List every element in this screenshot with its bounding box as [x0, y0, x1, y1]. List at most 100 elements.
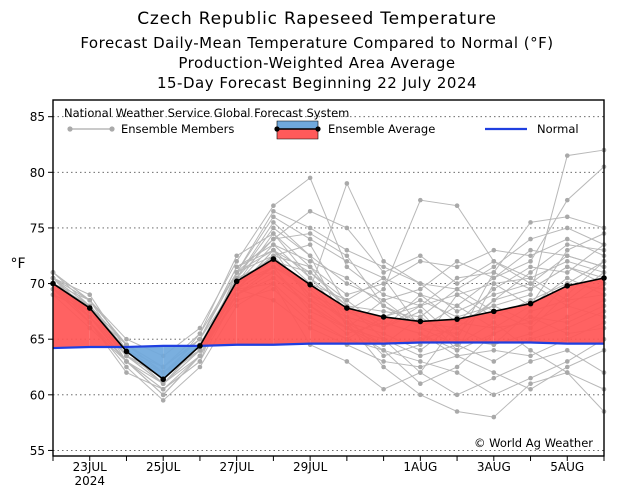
y-tick-label-85: 85 [30, 110, 45, 124]
member-point-22-11 [454, 303, 460, 309]
member-point-19-12 [491, 286, 497, 292]
member-point-26-6 [271, 236, 276, 242]
member-point-21-12 [491, 348, 497, 353]
x-tick-label-5AUG: 5AUG [550, 460, 584, 474]
member-point-30-11 [454, 292, 460, 297]
member-point-13-6 [271, 242, 276, 247]
member-point-12-11 [454, 309, 460, 314]
member-point-7-8 [344, 259, 350, 264]
member-point-4-9 [381, 270, 386, 275]
chart-title: Czech Republic Rapeseed Temperature [137, 9, 497, 29]
member-point-7-6 [271, 214, 276, 220]
member-point-28-13 [528, 236, 533, 242]
legend-header: National Weather Service Global Forecast… [64, 106, 349, 120]
member-point-28-14 [564, 225, 570, 231]
y-tick-label-70: 70 [30, 277, 45, 291]
member-point-9-12 [491, 270, 497, 275]
member-point-2-4 [197, 325, 203, 331]
member-point-8-10 [418, 353, 423, 359]
member-point-22-7 [307, 253, 313, 259]
member-point-3-13 [528, 359, 533, 364]
y-tick-label-75: 75 [30, 221, 45, 235]
member-point-30-4 [197, 348, 203, 353]
member-point-12-12 [491, 292, 497, 297]
plot-frame [52, 99, 605, 457]
member-point-6-13 [528, 259, 533, 264]
member-point-27-13 [528, 375, 533, 381]
above-normal-fill-0-0 [53, 283, 90, 349]
ensemble-average-point-6 [270, 256, 277, 262]
member-line-22 [52, 221, 605, 385]
member-point-30-10 [418, 303, 423, 309]
member-point-7-12 [491, 359, 497, 364]
member-point-18-11 [454, 203, 460, 208]
member-point-19-5 [234, 264, 239, 270]
member-point-28-7 [307, 225, 313, 231]
member-point-2-13 [528, 220, 533, 225]
member-point-2-5 [234, 259, 239, 264]
x-tick-label-1AUG: 1AUG [403, 460, 437, 474]
member-point-26-8 [344, 253, 350, 259]
ensemble-average-point-10 [417, 318, 424, 325]
member-point-2-7 [307, 175, 313, 181]
above-normal-fill-14-0 [567, 278, 604, 344]
member-point-18-7 [307, 264, 313, 270]
ensemble-average-point-4 [197, 343, 203, 349]
y-axis: 55 60 65 70 75 80 85 [30, 110, 53, 458]
member-point-30-2 [124, 353, 129, 359]
chart-subtitle-1: Forecast Daily-Mean Temperature Compared… [80, 34, 553, 52]
member-point-29-14 [564, 370, 570, 375]
member-point-22-12 [491, 275, 497, 281]
above-normal-fill-9-0 [383, 316, 421, 344]
member-point-3-14 [564, 348, 570, 353]
member-point-2-9 [381, 292, 386, 297]
member-point-20-12 [491, 303, 497, 309]
above-normal-fill-13-0 [530, 285, 568, 344]
legend-normal-label: Normal [537, 122, 579, 136]
member-point-7-2 [124, 370, 129, 375]
member-point-21-10 [418, 364, 423, 370]
above-normal-fill-5-0 [236, 259, 274, 345]
member-point-28-8 [344, 247, 350, 253]
ensemble-average-point-13 [527, 300, 534, 307]
member-point-17-9 [381, 309, 386, 314]
member-point-22-14 [564, 253, 570, 259]
member-point-4-7 [307, 208, 313, 214]
member-point-3-4 [197, 364, 203, 370]
member-point-19-13 [528, 264, 533, 270]
member-point-4-11 [454, 281, 460, 286]
legend-average-label: Ensemble Average [328, 122, 435, 136]
member-point-15-11 [454, 264, 460, 270]
member-point-10-7 [307, 259, 313, 264]
member-point-22-8 [344, 281, 350, 286]
member-point-14-13 [528, 386, 533, 392]
member-point-3-10 [418, 370, 423, 375]
member-point-14-14 [564, 364, 570, 370]
member-point-29-12 [491, 414, 497, 420]
member-point-0-14 [564, 247, 570, 253]
legend-average-swatch [274, 120, 321, 140]
member-point-28-12 [491, 264, 497, 270]
member-point-8-5 [234, 253, 239, 259]
member-point-28-10 [418, 281, 423, 286]
chart-subtitle-3: 15-Day Forecast Beginning 22 July 2024 [157, 74, 477, 92]
member-point-27-3 [160, 381, 166, 386]
ensemble-average-point-12 [491, 308, 497, 315]
legend-members-label: Ensemble Members [121, 122, 234, 136]
member-point-15-9 [381, 281, 386, 286]
member-point-14-12 [491, 370, 497, 375]
y-axis-label: °F [10, 256, 25, 272]
member-point-30-12 [491, 281, 497, 286]
member-point-21-13 [528, 353, 533, 359]
member-point-30-13 [528, 275, 533, 281]
member-point-3-3 [160, 398, 166, 403]
member-point-27-11 [454, 370, 460, 375]
member-point-18-12 [491, 259, 497, 264]
member-point-12-8 [344, 181, 350, 186]
credit-text: © World Ag Weather [474, 436, 593, 450]
member-point-29-9 [381, 364, 386, 370]
member-point-27-10 [418, 359, 423, 364]
member-line-3 [52, 282, 605, 402]
member-point-10-13 [528, 270, 533, 275]
